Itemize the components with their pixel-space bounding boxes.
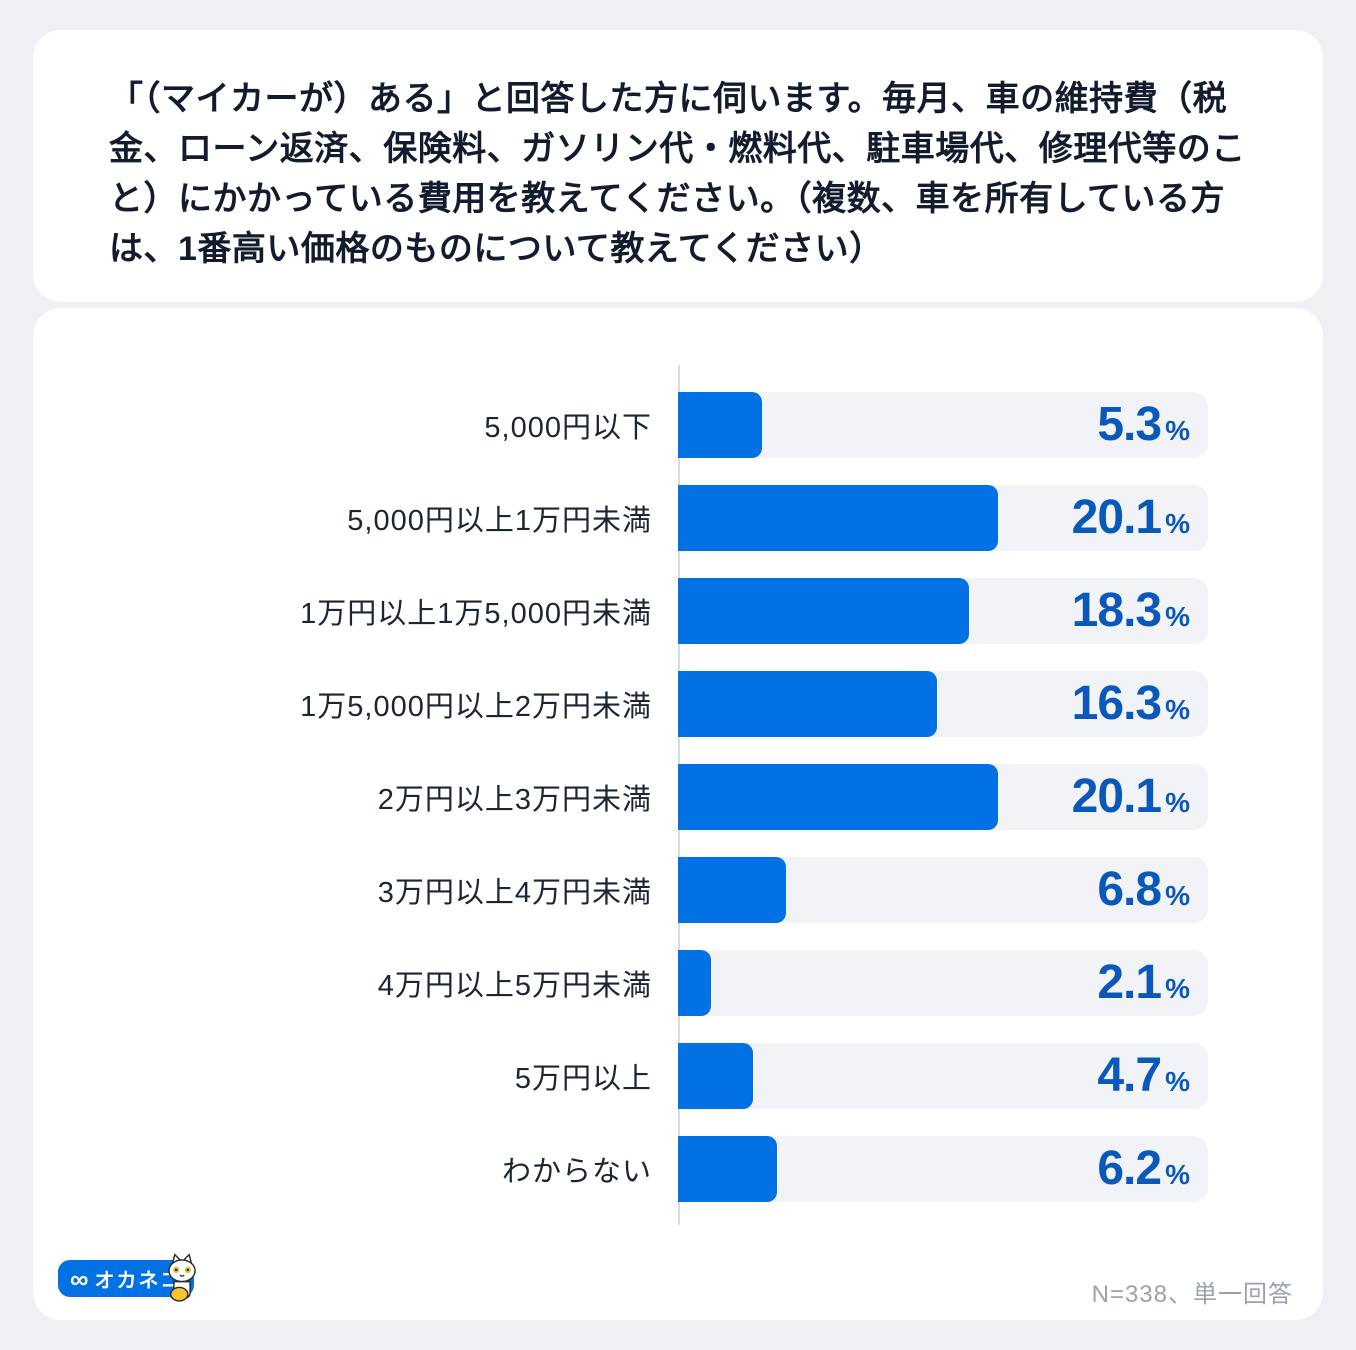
percent-sign: % <box>1165 507 1190 539</box>
bar-row: 5,000円以上1万円未満 20.1 % <box>33 471 1323 564</box>
bar-track: 20.1 % <box>678 763 1208 830</box>
bar-fill <box>678 484 998 551</box>
percent-sign: % <box>1165 1065 1190 1097</box>
logo-text: オカネコ <box>94 1270 183 1292</box>
bar-fill <box>678 856 787 923</box>
bar-label: 1万円以上1万5,000円未満 <box>300 597 652 630</box>
bar-track: 6.8 % <box>678 856 1208 923</box>
bar-label: 2万円以上3万円未満 <box>377 783 652 816</box>
bar-label: 4万円以上5万円未満 <box>377 969 652 1002</box>
bar-value: 4.7 % <box>1097 1043 1190 1109</box>
bar-label: 3万円以上4万円未満 <box>377 876 652 909</box>
percent-value: 20.1 <box>1071 770 1162 823</box>
bar-row: わからない 6.2 % <box>33 1122 1323 1215</box>
bar-row: 5万円以上 4.7 % <box>33 1029 1323 1122</box>
percent-sign: % <box>1165 972 1190 1004</box>
bar-fill <box>678 670 938 737</box>
percent-value: 2.1 <box>1097 956 1162 1009</box>
cat-mascot-icon <box>164 1253 200 1303</box>
bar-track: 20.1 % <box>678 484 1208 551</box>
bar-track: 5.3 % <box>678 391 1208 458</box>
percent-sign: % <box>1165 1158 1190 1190</box>
bar-track: 6.2 % <box>678 1135 1208 1202</box>
bar-row: 4万円以上5万円未満 2.1 % <box>33 936 1323 1029</box>
bar-fill <box>678 763 998 830</box>
percent-sign: % <box>1165 414 1190 446</box>
bar-rows: 5,000円以下 5.3 % 5,000円以上1万円未満 20.1 % 1万円以… <box>33 378 1323 1215</box>
bar-fill <box>678 1042 753 1109</box>
bar-value: 18.3 % <box>1072 578 1190 644</box>
percent-sign: % <box>1165 600 1190 632</box>
bar-row: 3万円以上4万円未満 6.8 % <box>33 843 1323 936</box>
bar-fill <box>678 1135 777 1202</box>
question-text: 「（マイカーが）ある」と回答した方に伺います。毎月、車の維持費（税金、ローン返済… <box>109 80 1246 268</box>
bar-fill <box>678 577 969 644</box>
bar-track: 2.1 % <box>678 949 1208 1016</box>
percent-sign: % <box>1165 693 1190 725</box>
sample-note: N=338、単一回答 <box>1091 1281 1293 1308</box>
bar-label: 1万5,000円以上2万円未満 <box>300 690 652 723</box>
infinity-icon: ∞ <box>70 1263 89 1294</box>
bar-value: 6.8 % <box>1097 857 1190 923</box>
bar-fill <box>678 391 763 458</box>
question-card: 「（マイカーが）ある」と回答した方に伺います。毎月、車の維持費（税金、ローン返済… <box>33 30 1323 302</box>
percent-sign: % <box>1165 786 1190 818</box>
bar-row: 2万円以上3万円未満 20.1 % <box>33 750 1323 843</box>
bar-label: 5,000円以下 <box>484 411 652 444</box>
bar-value: 20.1 % <box>1072 764 1190 830</box>
bar-row: 5,000円以下 5.3 % <box>33 378 1323 471</box>
bar-label: わからない <box>501 1155 652 1188</box>
bar-value: 5.3 % <box>1097 392 1190 458</box>
bar-label: 5万円以上 <box>514 1062 652 1095</box>
chart-card: 5,000円以下 5.3 % 5,000円以上1万円未満 20.1 % 1万円以… <box>33 308 1323 1320</box>
bar-value: 20.1 % <box>1072 485 1190 551</box>
bar-fill <box>678 949 712 1016</box>
percent-value: 20.1 <box>1071 491 1162 544</box>
brand-logo: ∞ オカネコ <box>58 1253 196 1302</box>
bar-track: 16.3 % <box>678 670 1208 737</box>
percent-value: 6.8 <box>1097 863 1162 916</box>
bar-value: 6.2 % <box>1097 1136 1190 1202</box>
percent-sign: % <box>1165 879 1190 911</box>
bar-row: 1万5,000円以上2万円未満 16.3 % <box>33 657 1323 750</box>
percent-value: 16.3 <box>1071 677 1162 730</box>
bar-value: 2.1 % <box>1097 950 1190 1016</box>
bar-track: 4.7 % <box>678 1042 1208 1109</box>
percent-value: 5.3 <box>1097 398 1162 451</box>
percent-value: 18.3 <box>1071 584 1162 637</box>
bar-row: 1万円以上1万5,000円未満 18.3 % <box>33 564 1323 657</box>
percent-value: 4.7 <box>1097 1049 1162 1102</box>
bar-track: 18.3 % <box>678 577 1208 644</box>
bar-value: 16.3 % <box>1072 671 1190 737</box>
bar-label: 5,000円以上1万円未満 <box>347 504 652 537</box>
percent-value: 6.2 <box>1097 1142 1162 1195</box>
